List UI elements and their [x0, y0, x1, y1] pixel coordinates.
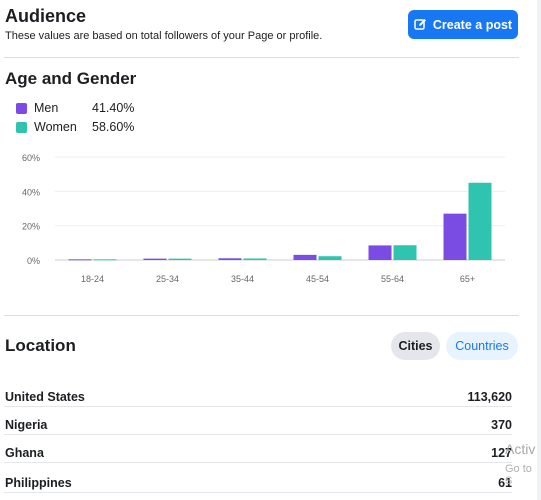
location-value: 370: [491, 418, 512, 432]
location-value: 113,620: [467, 390, 513, 404]
create-post-button[interactable]: Create a post: [408, 10, 518, 39]
legend-women: Women 58.60%: [16, 120, 134, 134]
row-divider: [4, 434, 512, 435]
x-tick-label: 35-44: [231, 274, 254, 284]
bar-men: [443, 213, 467, 260]
y-tick-label: 0%: [27, 256, 40, 266]
x-tick-label: 45-54: [306, 274, 329, 284]
legend-men: Men 41.40%: [16, 101, 134, 115]
legend-label-women: Women: [34, 120, 77, 134]
create-post-label: Create a post: [432, 17, 513, 32]
scrollbar-track[interactable]: [537, 0, 541, 500]
edit-icon: [414, 18, 427, 31]
activation-watermark-sub: Go to S: [505, 463, 532, 487]
location-value: 61: [498, 476, 512, 490]
legend-swatch-men: [16, 102, 27, 114]
location-title: Location: [5, 336, 76, 355]
age-gender-title: Age and Gender: [5, 69, 137, 88]
location-row: United States 113,620: [5, 383, 512, 411]
bar-men: [68, 259, 92, 261]
bar-women: [243, 258, 267, 260]
bar-women: [318, 256, 342, 260]
page-title: Audience: [5, 6, 87, 26]
location-row: Nigeria 370: [5, 411, 512, 439]
location-name: Ghana: [5, 446, 44, 460]
x-tick-label: 55-64: [381, 274, 404, 284]
bar-men: [293, 254, 317, 260]
legend-swatch-women: [16, 121, 27, 133]
bar-women: [468, 182, 492, 260]
bar-men: [143, 258, 167, 260]
tab-countries[interactable]: Countries: [446, 332, 518, 360]
y-tick-label: 40%: [22, 187, 40, 197]
tab-cities[interactable]: Cities: [391, 332, 440, 360]
row-divider: [4, 492, 512, 493]
bar-women: [168, 258, 192, 260]
legend-value-men: 41.40%: [92, 101, 135, 115]
x-tick-label: 25-34: [156, 274, 179, 284]
bar-men: [218, 258, 242, 260]
location-name: United States: [5, 390, 85, 404]
location-row: Ghana 127: [5, 439, 512, 467]
location-name: Philippines: [5, 476, 72, 490]
header-divider: [4, 57, 519, 58]
location-row: Philippines 61: [5, 469, 512, 497]
bar-women: [93, 259, 117, 261]
y-tick-label: 20%: [22, 222, 40, 232]
row-divider: [4, 462, 512, 463]
legend-value-women: 58.60%: [92, 120, 135, 134]
chart-divider: [4, 315, 519, 316]
row-divider: [4, 406, 512, 407]
bar-women: [393, 245, 417, 260]
location-name: Nigeria: [5, 418, 48, 432]
location-value: 127: [491, 446, 512, 460]
x-tick-label: 65+: [460, 274, 475, 284]
y-tick-label: 60%: [22, 153, 40, 163]
age-gender-chart: 0% 20% 40% 60% 18-24 25-34 35-44 45-54 55-64 65+: [22, 153, 505, 284]
activation-watermark: Activ: [505, 441, 536, 457]
page-subtitle: These values are based on total follower…: [5, 30, 323, 42]
legend-label-men: Men: [34, 101, 59, 115]
bar-men: [368, 245, 392, 260]
x-tick-label: 18-24: [81, 274, 104, 284]
